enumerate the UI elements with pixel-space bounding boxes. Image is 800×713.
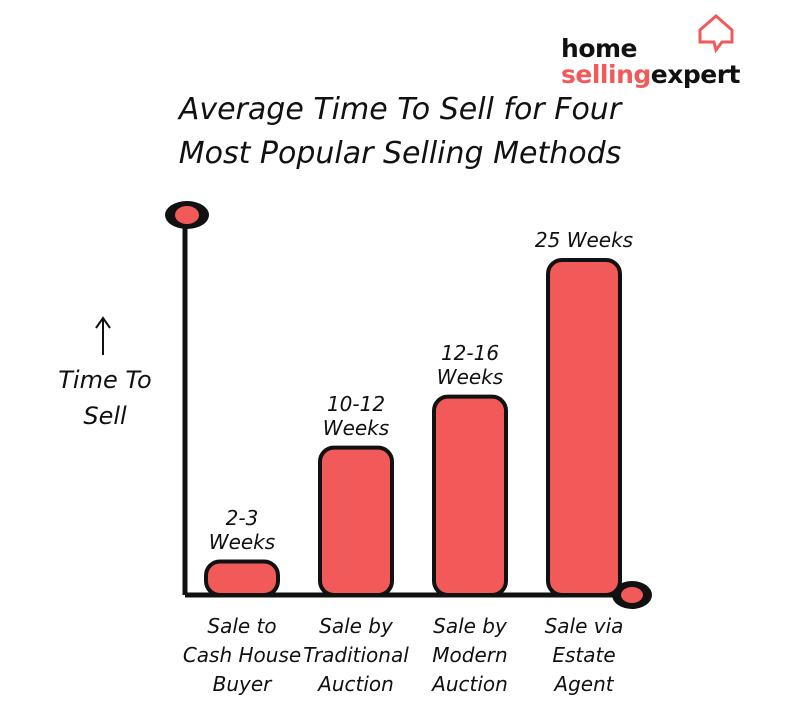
- value-label: 10-12 Weeks: [322, 391, 390, 440]
- logo-text: home: [561, 34, 638, 63]
- y-arrow: [95, 316, 111, 329]
- bar: [318, 445, 394, 597]
- logo-text: selling: [561, 60, 651, 89]
- bar: [546, 258, 622, 597]
- axis-dot: [621, 587, 643, 603]
- logo-icon: [698, 14, 734, 54]
- logo-text: expert: [650, 60, 741, 89]
- chart-title: Average Time To Sell for Four Most Popul…: [178, 92, 622, 171]
- axis-dot: [175, 206, 199, 224]
- value-label: 2-3 Weeks: [208, 505, 276, 554]
- logo: home sellingexpert: [561, 36, 740, 88]
- bar: [432, 394, 508, 597]
- x-tick-label: Sale to Cash House Buyer: [182, 614, 302, 696]
- value-label: 12-16 Weeks: [436, 340, 504, 389]
- value-label: 25 Weeks: [534, 228, 634, 252]
- x-tick-label: Sale by Modern Auction: [432, 614, 508, 696]
- x-tick-label: Sale by Traditional Auction: [303, 614, 409, 696]
- bar: [204, 559, 280, 597]
- x-tick-label: Sale via Estate Agent: [544, 614, 624, 696]
- y-axis-label: Time To Sell: [58, 366, 152, 430]
